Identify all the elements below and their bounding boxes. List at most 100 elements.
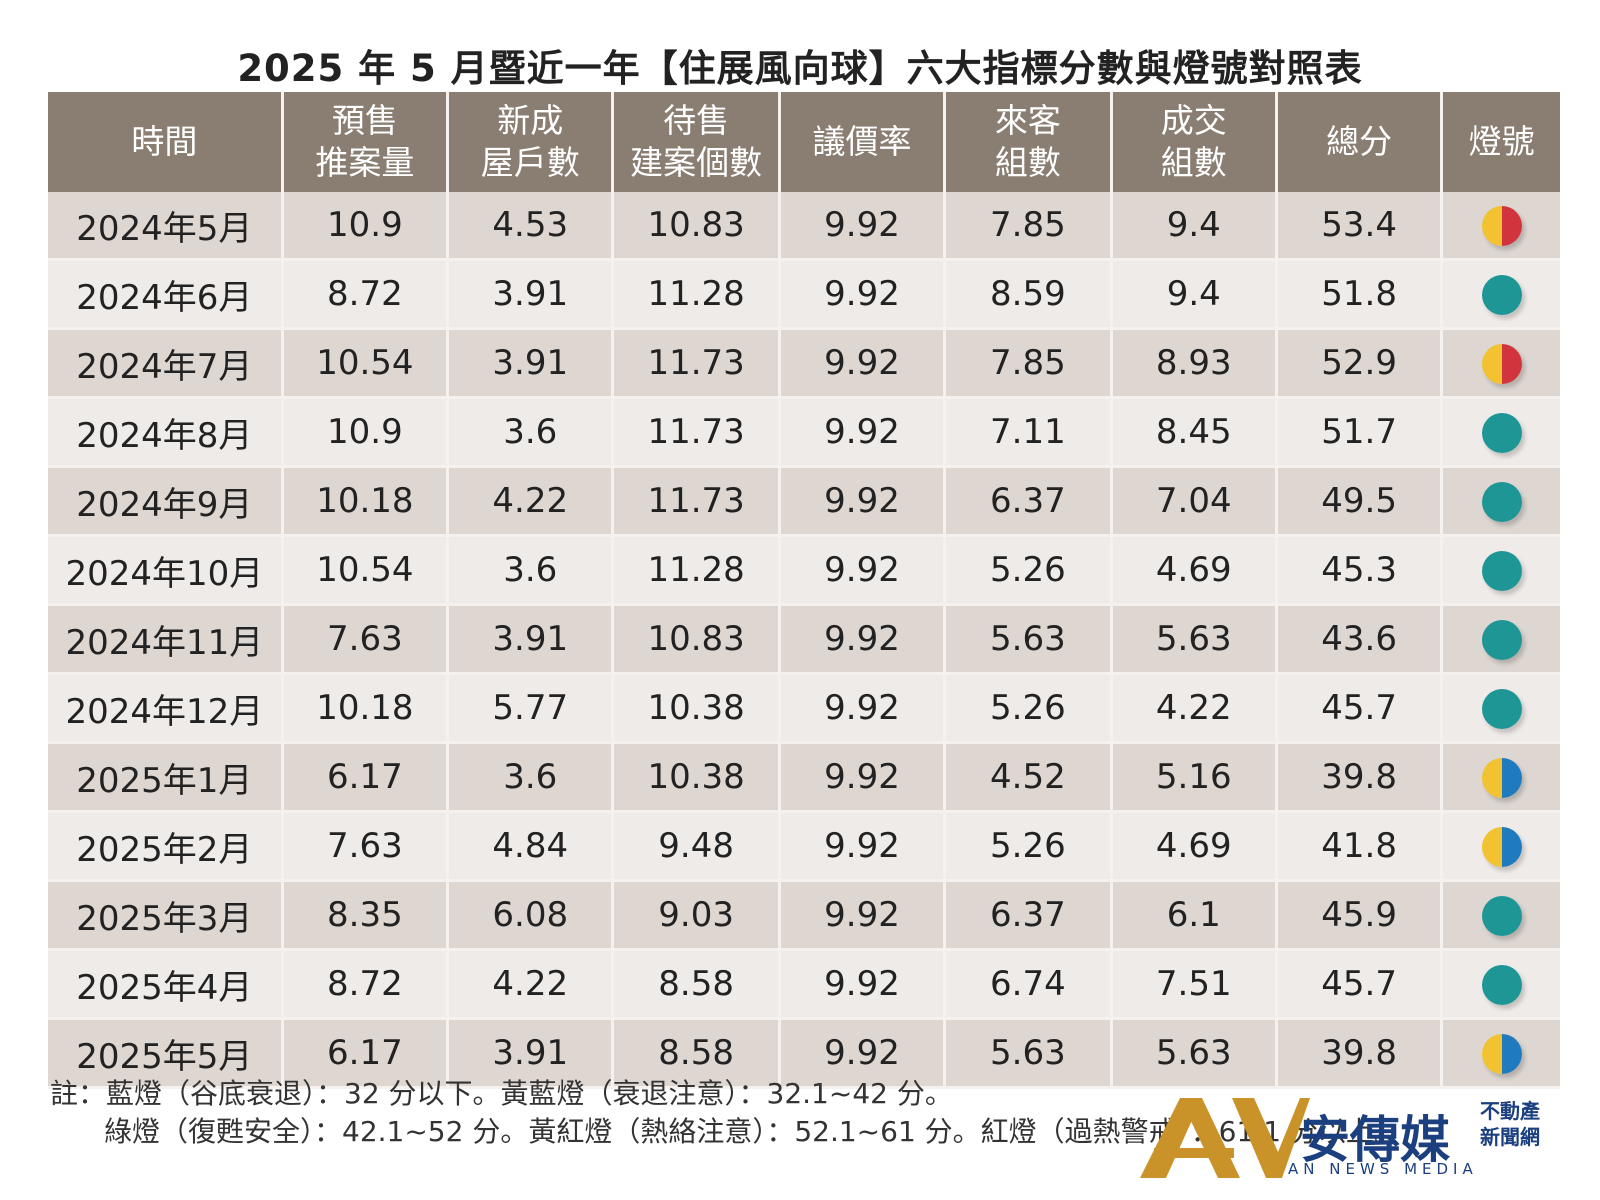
value-cell: 8.35 — [282, 880, 450, 951]
column-header: 時間 — [48, 92, 284, 192]
value-cell: 4.52 — [944, 742, 1113, 813]
table-row: 2024年11月 7.63 3.91 10.83 9.92 5.63 5.63 43.6 — [48, 604, 1560, 675]
column-header-line: 建案個數 — [630, 143, 763, 182]
value-cell: 10.83 — [612, 604, 781, 675]
value-cell: 6.17 — [282, 742, 450, 813]
value-cell: 9.92 — [779, 742, 947, 813]
value-cell: 10.54 — [282, 535, 450, 606]
table-row: 2025年2月 7.63 4.84 9.48 9.92 5.26 4.69 41.8 — [48, 811, 1560, 882]
table-row: 2025年4月 8.72 4.22 8.58 9.92 6.74 7.51 45.7 — [48, 949, 1560, 1020]
lamp-cell — [1441, 880, 1560, 951]
value-cell: 5.26 — [944, 673, 1113, 744]
time-cell: 2024年9月 — [48, 466, 284, 537]
column-header-line: 總分 — [1326, 122, 1393, 161]
value-cell: 3.91 — [447, 604, 615, 675]
time-cell: 2024年8月 — [48, 397, 284, 468]
column-header: 來客 組數 — [944, 92, 1113, 192]
signal-lamp-icon — [1481, 826, 1522, 867]
value-cell: 3.6 — [447, 397, 615, 468]
column-header-line: 來客 — [994, 101, 1061, 140]
value-cell: 6.08 — [447, 880, 615, 951]
time-cell: 2024年6月 — [48, 259, 284, 330]
value-cell: 9.92 — [779, 604, 947, 675]
value-cell: 7.51 — [1111, 949, 1278, 1020]
signal-lamp-icon — [1481, 688, 1522, 729]
logo-subtitle: AN NEWS MEDIA — [1288, 1160, 1478, 1178]
value-cell: 9.92 — [779, 673, 947, 744]
value-cell: 6.74 — [944, 949, 1113, 1020]
value-cell: 8.59 — [944, 259, 1113, 330]
column-header: 預售 推案量 — [282, 92, 450, 192]
time-cell: 2025年2月 — [48, 811, 284, 882]
value-cell: 39.8 — [1276, 742, 1444, 813]
value-cell: 10.38 — [612, 742, 781, 813]
value-cell: 10.18 — [282, 673, 450, 744]
time-cell: 2024年12月 — [48, 673, 284, 744]
signal-lamp-icon — [1481, 481, 1522, 522]
lamp-cell — [1441, 673, 1560, 744]
lamp-cell — [1441, 259, 1560, 330]
value-cell: 9.92 — [779, 1018, 947, 1089]
value-cell: 8.58 — [612, 1018, 781, 1089]
signal-lamp-icon — [1481, 964, 1522, 1005]
value-cell: 8.45 — [1111, 397, 1278, 468]
value-cell: 9.4 — [1111, 259, 1278, 330]
value-cell: 9.48 — [612, 811, 781, 882]
value-cell: 45.7 — [1276, 949, 1444, 1020]
value-cell: 5.63 — [1111, 1018, 1278, 1089]
time-cell: 2025年3月 — [48, 880, 284, 951]
signal-lamp-icon — [1481, 343, 1522, 384]
time-cell: 2024年11月 — [48, 604, 284, 675]
lamp-cell — [1441, 742, 1560, 813]
value-cell: 3.91 — [447, 1018, 615, 1089]
table-row: 2025年3月 8.35 6.08 9.03 9.92 6.37 6.1 45.9 — [48, 880, 1560, 951]
column-header-line: 新成 — [497, 101, 564, 140]
time-cell: 2024年10月 — [48, 535, 284, 606]
table-row: 2025年5月 6.17 3.91 8.58 9.92 5.63 5.63 39.8 — [48, 1018, 1560, 1089]
value-cell: 51.7 — [1276, 397, 1444, 468]
value-cell: 45.9 — [1276, 880, 1444, 951]
value-cell: 4.84 — [447, 811, 615, 882]
value-cell: 7.85 — [944, 192, 1113, 261]
time-cell: 2024年5月 — [48, 192, 284, 261]
table-row: 2024年6月 8.72 3.91 11.28 9.92 8.59 9.4 51.8 — [48, 259, 1560, 330]
column-header-line: 預售 — [331, 101, 398, 140]
logo: 安傳媒 不動產 新聞網 AN NEWS MEDIA — [1140, 1090, 1590, 1190]
lamp-cell — [1441, 466, 1560, 537]
value-cell: 11.73 — [612, 397, 781, 468]
value-cell: 43.6 — [1276, 604, 1444, 675]
lamp-cell — [1441, 535, 1560, 606]
logo-side-line-1: 不動產 — [1480, 1099, 1540, 1123]
value-cell: 6.37 — [944, 880, 1113, 951]
time-cell: 2025年1月 — [48, 742, 284, 813]
value-cell: 6.37 — [944, 466, 1113, 537]
time-cell: 2024年7月 — [48, 328, 284, 399]
value-cell: 6.1 — [1111, 880, 1278, 951]
lamp-cell — [1441, 328, 1560, 399]
value-cell: 9.92 — [779, 192, 947, 261]
value-cell: 6.17 — [282, 1018, 450, 1089]
signal-lamp-icon — [1481, 619, 1522, 660]
value-cell: 41.8 — [1276, 811, 1444, 882]
value-cell: 7.11 — [944, 397, 1113, 468]
value-cell: 45.7 — [1276, 673, 1444, 744]
value-cell: 5.77 — [447, 673, 615, 744]
value-cell: 11.28 — [612, 259, 781, 330]
column-header: 待售 建案個數 — [612, 92, 781, 192]
signal-lamp-icon — [1481, 757, 1522, 798]
value-cell: 7.63 — [282, 604, 450, 675]
value-cell: 5.16 — [1111, 742, 1278, 813]
value-cell: 10.83 — [612, 192, 781, 261]
indicator-table: 時間 預售 推案量 新成 屋戶數 待售 建案個數 議價率 來客 組數 成交 組數 總分 燈號 2024年5… — [48, 92, 1560, 1089]
value-cell: 11.73 — [612, 466, 781, 537]
value-cell: 7.63 — [282, 811, 450, 882]
value-cell: 49.5 — [1276, 466, 1444, 537]
value-cell: 8.93 — [1111, 328, 1278, 399]
table-row: 2024年10月 10.54 3.6 11.28 9.92 5.26 4.69 45.3 — [48, 535, 1560, 606]
value-cell: 5.63 — [944, 1018, 1113, 1089]
value-cell: 10.9 — [282, 397, 450, 468]
logo-name: 安傳媒 — [1300, 1111, 1450, 1169]
page-title: 2025 年 5 月暨近一年【住展風向球】六大指標分數與燈號對照表 — [237, 47, 1363, 90]
table-row: 2024年5月 10.9 4.53 10.83 9.92 7.85 9.4 53.4 — [48, 192, 1560, 261]
lamp-cell — [1441, 397, 1560, 468]
